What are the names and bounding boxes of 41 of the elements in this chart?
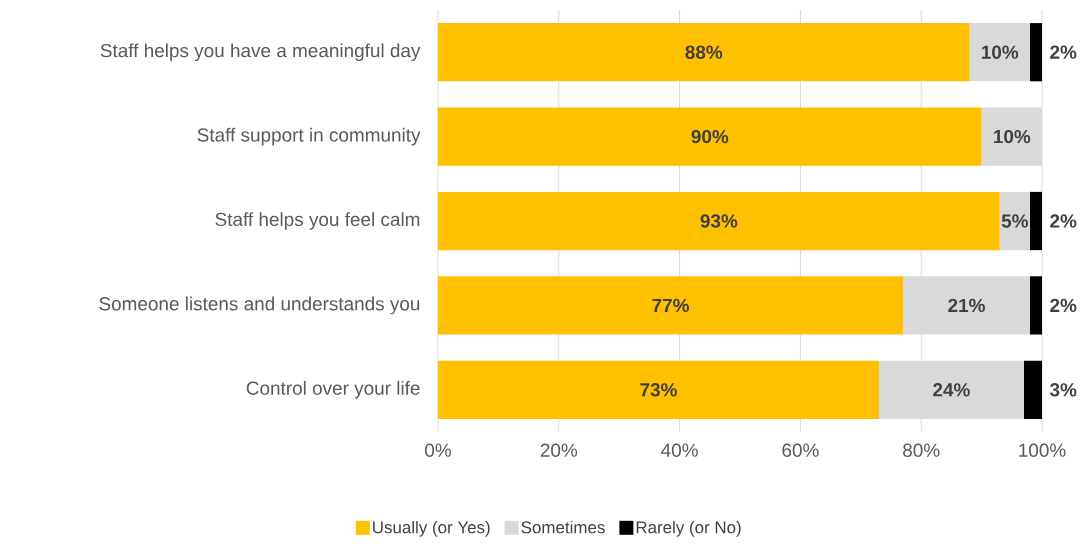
data-label: 93% (700, 214, 738, 228)
data-label: 10% (994, 129, 1031, 144)
bar (969, 23, 1030, 82)
data-label: 90% (691, 129, 729, 144)
x-tick-label: 0% (425, 443, 451, 457)
data-label: 24% (933, 383, 970, 397)
data-label: 10% (981, 45, 1019, 59)
data-label: 88% (685, 45, 723, 59)
legend-label: Usually (or Yes) (373, 520, 490, 537)
bar (1029, 191, 1043, 251)
data-label: 2% (1050, 298, 1077, 313)
data-label: 2% (1050, 45, 1077, 59)
data-label: 2% (1050, 214, 1077, 228)
x-tick-label: 20% (540, 443, 578, 457)
bar (1023, 360, 1043, 419)
y-tick-label: Staff helps you feel calm (215, 212, 420, 230)
data-label: 73% (640, 383, 677, 397)
x-tick-label: 80% (903, 443, 940, 457)
y-tick-label: Someone listens and understands you (99, 296, 420, 315)
bar (438, 360, 879, 419)
data-label: 21% (948, 298, 985, 313)
data-label: 77% (652, 298, 689, 313)
bar (438, 107, 982, 166)
data-label: 5% (1001, 214, 1029, 228)
bar (878, 360, 1024, 419)
bar (1029, 23, 1043, 82)
bar (438, 23, 970, 82)
data-label: 3% (1049, 383, 1077, 397)
bar (999, 191, 1030, 251)
y-tick-label: Staff support in community (197, 127, 421, 146)
legend-label: Sometimes (521, 520, 605, 534)
bar (438, 276, 904, 335)
x-tick-label: 60% (782, 443, 819, 457)
y-tick-label: Control over your life (246, 380, 420, 399)
legend-label: Rarely (or No) (636, 520, 741, 537)
bar (1029, 276, 1043, 335)
x-tick-label: 100% (1019, 443, 1066, 457)
y-tick-label: Staff helps you have a meaningful day (100, 43, 421, 62)
x-tick-label: 40% (661, 443, 698, 457)
bar (438, 191, 1000, 251)
bar (903, 276, 1030, 335)
